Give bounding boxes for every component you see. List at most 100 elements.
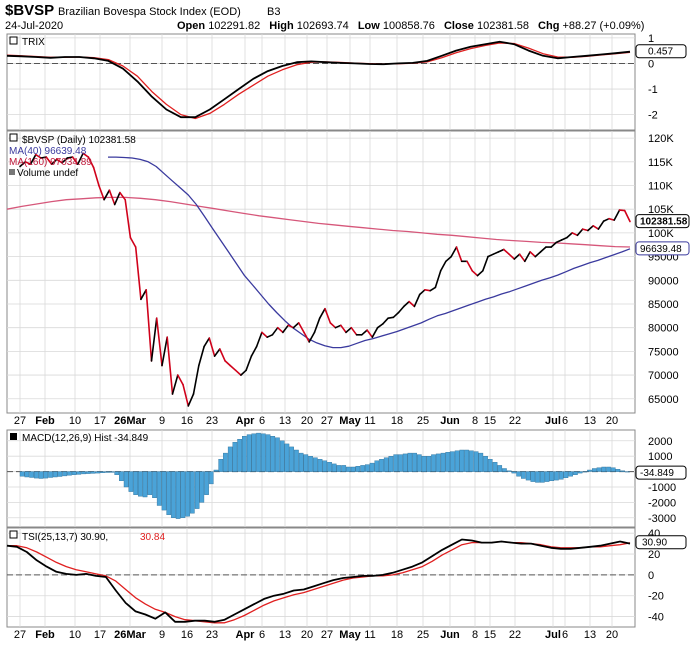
macd-hist-bar [582, 471, 588, 473]
x-axis-label: 22 [509, 629, 521, 641]
macd-hist-bar [43, 471, 49, 479]
x-axis-label: 20 [606, 629, 618, 641]
macd-hist-bar [308, 456, 313, 472]
macd-hist-bar [568, 471, 573, 477]
macd-hist-bar [261, 433, 266, 472]
macd-hist-bar [76, 471, 82, 475]
price-segment [618, 209, 626, 212]
macd-hist-bar [62, 471, 68, 477]
macd-hist-bar [350, 466, 356, 472]
macd-hist-bar [521, 471, 526, 479]
x-axis-label: 25 [417, 629, 429, 641]
price-segment [145, 288, 153, 362]
macd-hist-bar [19, 471, 25, 477]
macd-hist-bar [530, 471, 536, 482]
macd-hist-bar [175, 471, 181, 519]
x-axis-label: 27 [14, 415, 26, 427]
macd-hist-bar [67, 471, 72, 476]
price-segment [502, 248, 510, 255]
price-segment [187, 393, 195, 407]
macd-hist-bar [57, 471, 63, 477]
price-segment [71, 156, 79, 165]
macd-hist-bar [194, 471, 200, 509]
price-segment [287, 324, 295, 329]
macd-hist-bar [596, 467, 602, 472]
macd-hist-bar [540, 471, 545, 483]
price-y-tick: 120K [648, 133, 674, 145]
macd-hist-bar [156, 471, 162, 506]
x-axis-label: 10 [69, 629, 81, 641]
macd-hist-bar [625, 471, 630, 473]
price-segment [492, 251, 500, 255]
price-segment [87, 156, 95, 169]
price-segment [255, 331, 263, 348]
macd-last-value: -34.849 [640, 468, 674, 479]
macd-hist-bar [346, 466, 351, 472]
macd-hist-bar [426, 456, 432, 472]
price-segment [240, 369, 247, 376]
price-segment [424, 288, 432, 292]
macd-hist-bar [104, 471, 110, 473]
macd-hist-bar [275, 437, 280, 472]
price-segment [192, 364, 200, 395]
trix-title: TRIX [22, 37, 45, 48]
x-axis-label: 27 [14, 629, 26, 641]
x-axis-label: 11 [364, 415, 375, 427]
macd-hist-bar [388, 456, 394, 472]
macd-hist-bar [502, 468, 507, 472]
macd-hist-bar [85, 471, 91, 474]
macd-hist-bar [298, 452, 304, 472]
price-segment [29, 153, 37, 165]
price-segment [613, 209, 621, 221]
ma40-line [108, 156, 631, 349]
price-segment [92, 166, 100, 187]
tsi-last-value: 30.90 [642, 538, 667, 549]
price-segment [403, 300, 410, 308]
volume-legend: Volume undef [17, 168, 78, 179]
price-segment [134, 246, 142, 301]
price-segment [77, 152, 84, 165]
macd-hist-bar [336, 465, 342, 472]
macd-hist-bar [100, 471, 105, 474]
macd-hist-bar [374, 460, 380, 472]
price-segment [471, 269, 479, 277]
macd-hist-bar [313, 457, 318, 472]
price-segment [297, 322, 305, 334]
macd-hist-bar [114, 471, 120, 475]
price-segment [376, 323, 384, 329]
macd-hist-bar [251, 433, 257, 472]
price-segment [413, 293, 421, 308]
price-segment [408, 300, 416, 308]
tsi-title: TSI(25,13,7) 30.90, [22, 532, 108, 543]
tsi-value-tag [635, 535, 687, 550]
macd-hist-bar [223, 452, 228, 472]
price-segment [513, 253, 521, 260]
macd-hist-bar [402, 453, 408, 472]
macd-hist-bar [620, 470, 625, 472]
x-axis-label: 13 [584, 629, 596, 641]
price-segment [108, 189, 116, 206]
x-axis-label: Apr [236, 415, 256, 427]
price-segment [292, 322, 300, 329]
macd-hist-bar [142, 471, 148, 498]
macd-hist-bar [161, 471, 167, 511]
macd-hist-bar [123, 471, 129, 488]
price-segment [581, 228, 589, 232]
macd-hist-bar [506, 470, 512, 472]
price-legend-box [9, 133, 18, 142]
macd-hist-bar [48, 471, 53, 478]
x-axis-label: 6 [562, 415, 568, 427]
price-segment [45, 156, 53, 165]
x-axis-label: 13 [584, 415, 596, 427]
price-segment [518, 253, 526, 263]
price-segment [198, 345, 205, 367]
price-close-tag [635, 214, 690, 229]
price-y-tick: 80000 [648, 323, 679, 335]
macd-hist-bar [383, 457, 389, 472]
price-segment [418, 288, 426, 296]
price-segment [360, 329, 368, 336]
x-axis-label: 11 [364, 629, 375, 641]
macd-hist-bar [421, 456, 427, 472]
